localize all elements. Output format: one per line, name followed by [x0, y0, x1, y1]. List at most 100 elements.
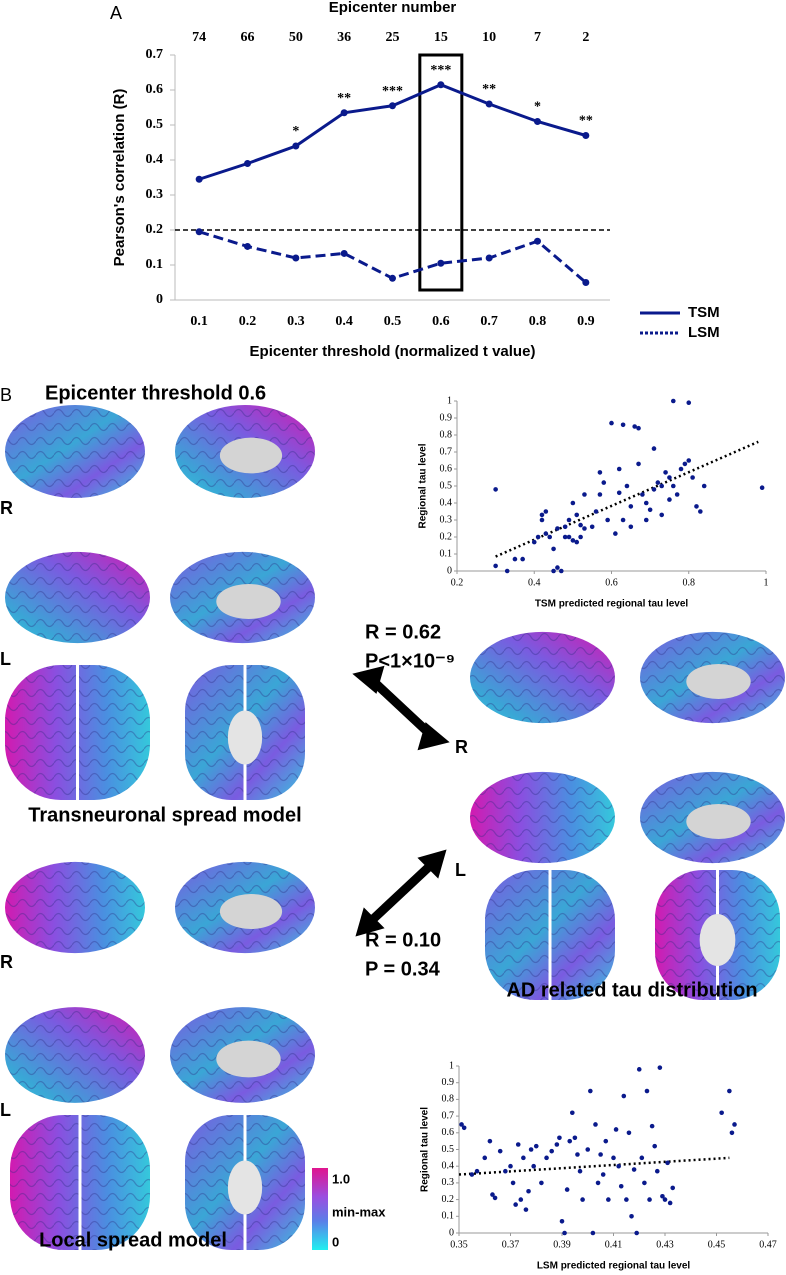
point — [543, 509, 549, 514]
x-axis-title: Epicenter threshold (normalized t value) — [250, 343, 536, 360]
y-tick-label: 0.1 — [442, 1211, 455, 1222]
y-tick-label: 0.3 — [440, 514, 453, 525]
legend-label: TSM — [688, 304, 720, 321]
x-tick-label: 0.37 — [502, 1239, 520, 1250]
point — [698, 509, 703, 514]
point — [531, 1163, 536, 1169]
x-tick-label: 0.35 — [450, 1239, 468, 1250]
point — [340, 249, 348, 257]
point — [570, 500, 576, 506]
top-tick-label: 36 — [337, 30, 351, 45]
colorbar-label: min-max — [332, 1204, 386, 1219]
double-arrow — [355, 849, 447, 937]
point — [564, 1187, 570, 1192]
trend-line — [495, 440, 759, 558]
brain-stem — [227, 710, 263, 765]
point — [508, 1163, 513, 1169]
point — [651, 487, 657, 492]
point — [624, 1197, 629, 1202]
x-tick-label: 0.3 — [287, 314, 305, 329]
point — [567, 1138, 573, 1144]
y-tick-label: 0.3 — [146, 187, 164, 202]
y-tick-label: 0 — [156, 292, 163, 307]
brain-texture — [470, 771, 615, 864]
point — [670, 1185, 676, 1191]
point — [600, 1172, 606, 1177]
point — [628, 504, 634, 509]
stat-p: P<1×10⁻⁹ — [365, 650, 455, 672]
point — [539, 517, 545, 523]
x-tick-label: 0.9 — [577, 314, 595, 329]
point — [521, 1155, 526, 1161]
y-tick-label: 0.4 — [442, 1160, 455, 1171]
y-tick-label: 0.8 — [440, 429, 453, 440]
point — [729, 1130, 735, 1136]
y-tick-label: 0.9 — [442, 1077, 455, 1088]
top-tick-label: 66 — [241, 30, 255, 45]
y-tick-label: 0.4 — [440, 497, 453, 508]
point — [562, 534, 568, 540]
point — [523, 1207, 529, 1212]
point — [652, 1143, 657, 1149]
point — [577, 1168, 583, 1174]
point — [662, 1197, 668, 1202]
point — [727, 1088, 732, 1094]
brain-stem — [699, 914, 736, 966]
point — [437, 81, 445, 89]
point — [671, 483, 676, 489]
brain-texture — [470, 631, 615, 724]
point — [389, 102, 396, 110]
significance: * — [534, 100, 541, 115]
y-tick-label: 0.2 — [442, 1194, 455, 1205]
point — [547, 534, 552, 540]
point — [340, 109, 348, 117]
brain-medial — [686, 804, 751, 839]
point — [555, 565, 560, 570]
point — [562, 1230, 567, 1236]
point — [611, 1155, 616, 1161]
x-tick-label: 0.45 — [708, 1239, 726, 1250]
top-tick-label: 10 — [482, 30, 496, 45]
top-axis-title: Epicenter number — [329, 0, 457, 16]
point — [626, 1130, 632, 1136]
colorbar-label: 1.0 — [332, 1171, 350, 1186]
point — [690, 475, 695, 480]
point — [595, 1180, 601, 1186]
brain-medial — [219, 437, 283, 474]
top-tick-label: 74 — [192, 30, 206, 45]
stat-p: P = 0.34 — [365, 958, 441, 980]
point — [655, 480, 661, 485]
point — [582, 492, 587, 497]
y-tick-label: 0 — [447, 565, 452, 576]
stat-r: R = 0.62 — [365, 621, 441, 643]
double-arrow — [352, 665, 450, 751]
point — [551, 546, 556, 552]
x-tick-label: 1 — [764, 577, 769, 588]
top-tick-label: 2 — [582, 30, 589, 45]
point — [663, 470, 668, 475]
brain-medial — [686, 664, 751, 699]
point — [574, 512, 580, 518]
point — [678, 466, 684, 472]
point — [589, 524, 595, 530]
top-tick-label: 15 — [434, 30, 448, 45]
point — [195, 175, 203, 183]
brain-stem — [227, 1160, 263, 1215]
point — [732, 1122, 737, 1127]
point — [578, 534, 583, 540]
y-tick-label: 0.5 — [146, 117, 164, 132]
x-tick-label: 0.8 — [683, 577, 696, 588]
point — [497, 1148, 503, 1154]
significance: ** — [337, 91, 351, 106]
highlight-box — [418, 53, 464, 292]
hemisphere-label: R — [455, 737, 468, 757]
point — [667, 497, 672, 502]
point — [539, 1180, 544, 1186]
model-title: AD related tau distribution — [506, 979, 757, 1001]
y-tick-label: 0.5 — [442, 1144, 455, 1155]
model-title: Local spread model — [39, 1229, 227, 1251]
point — [469, 1172, 475, 1177]
hemisphere-label: L — [455, 860, 466, 880]
point — [593, 509, 599, 514]
